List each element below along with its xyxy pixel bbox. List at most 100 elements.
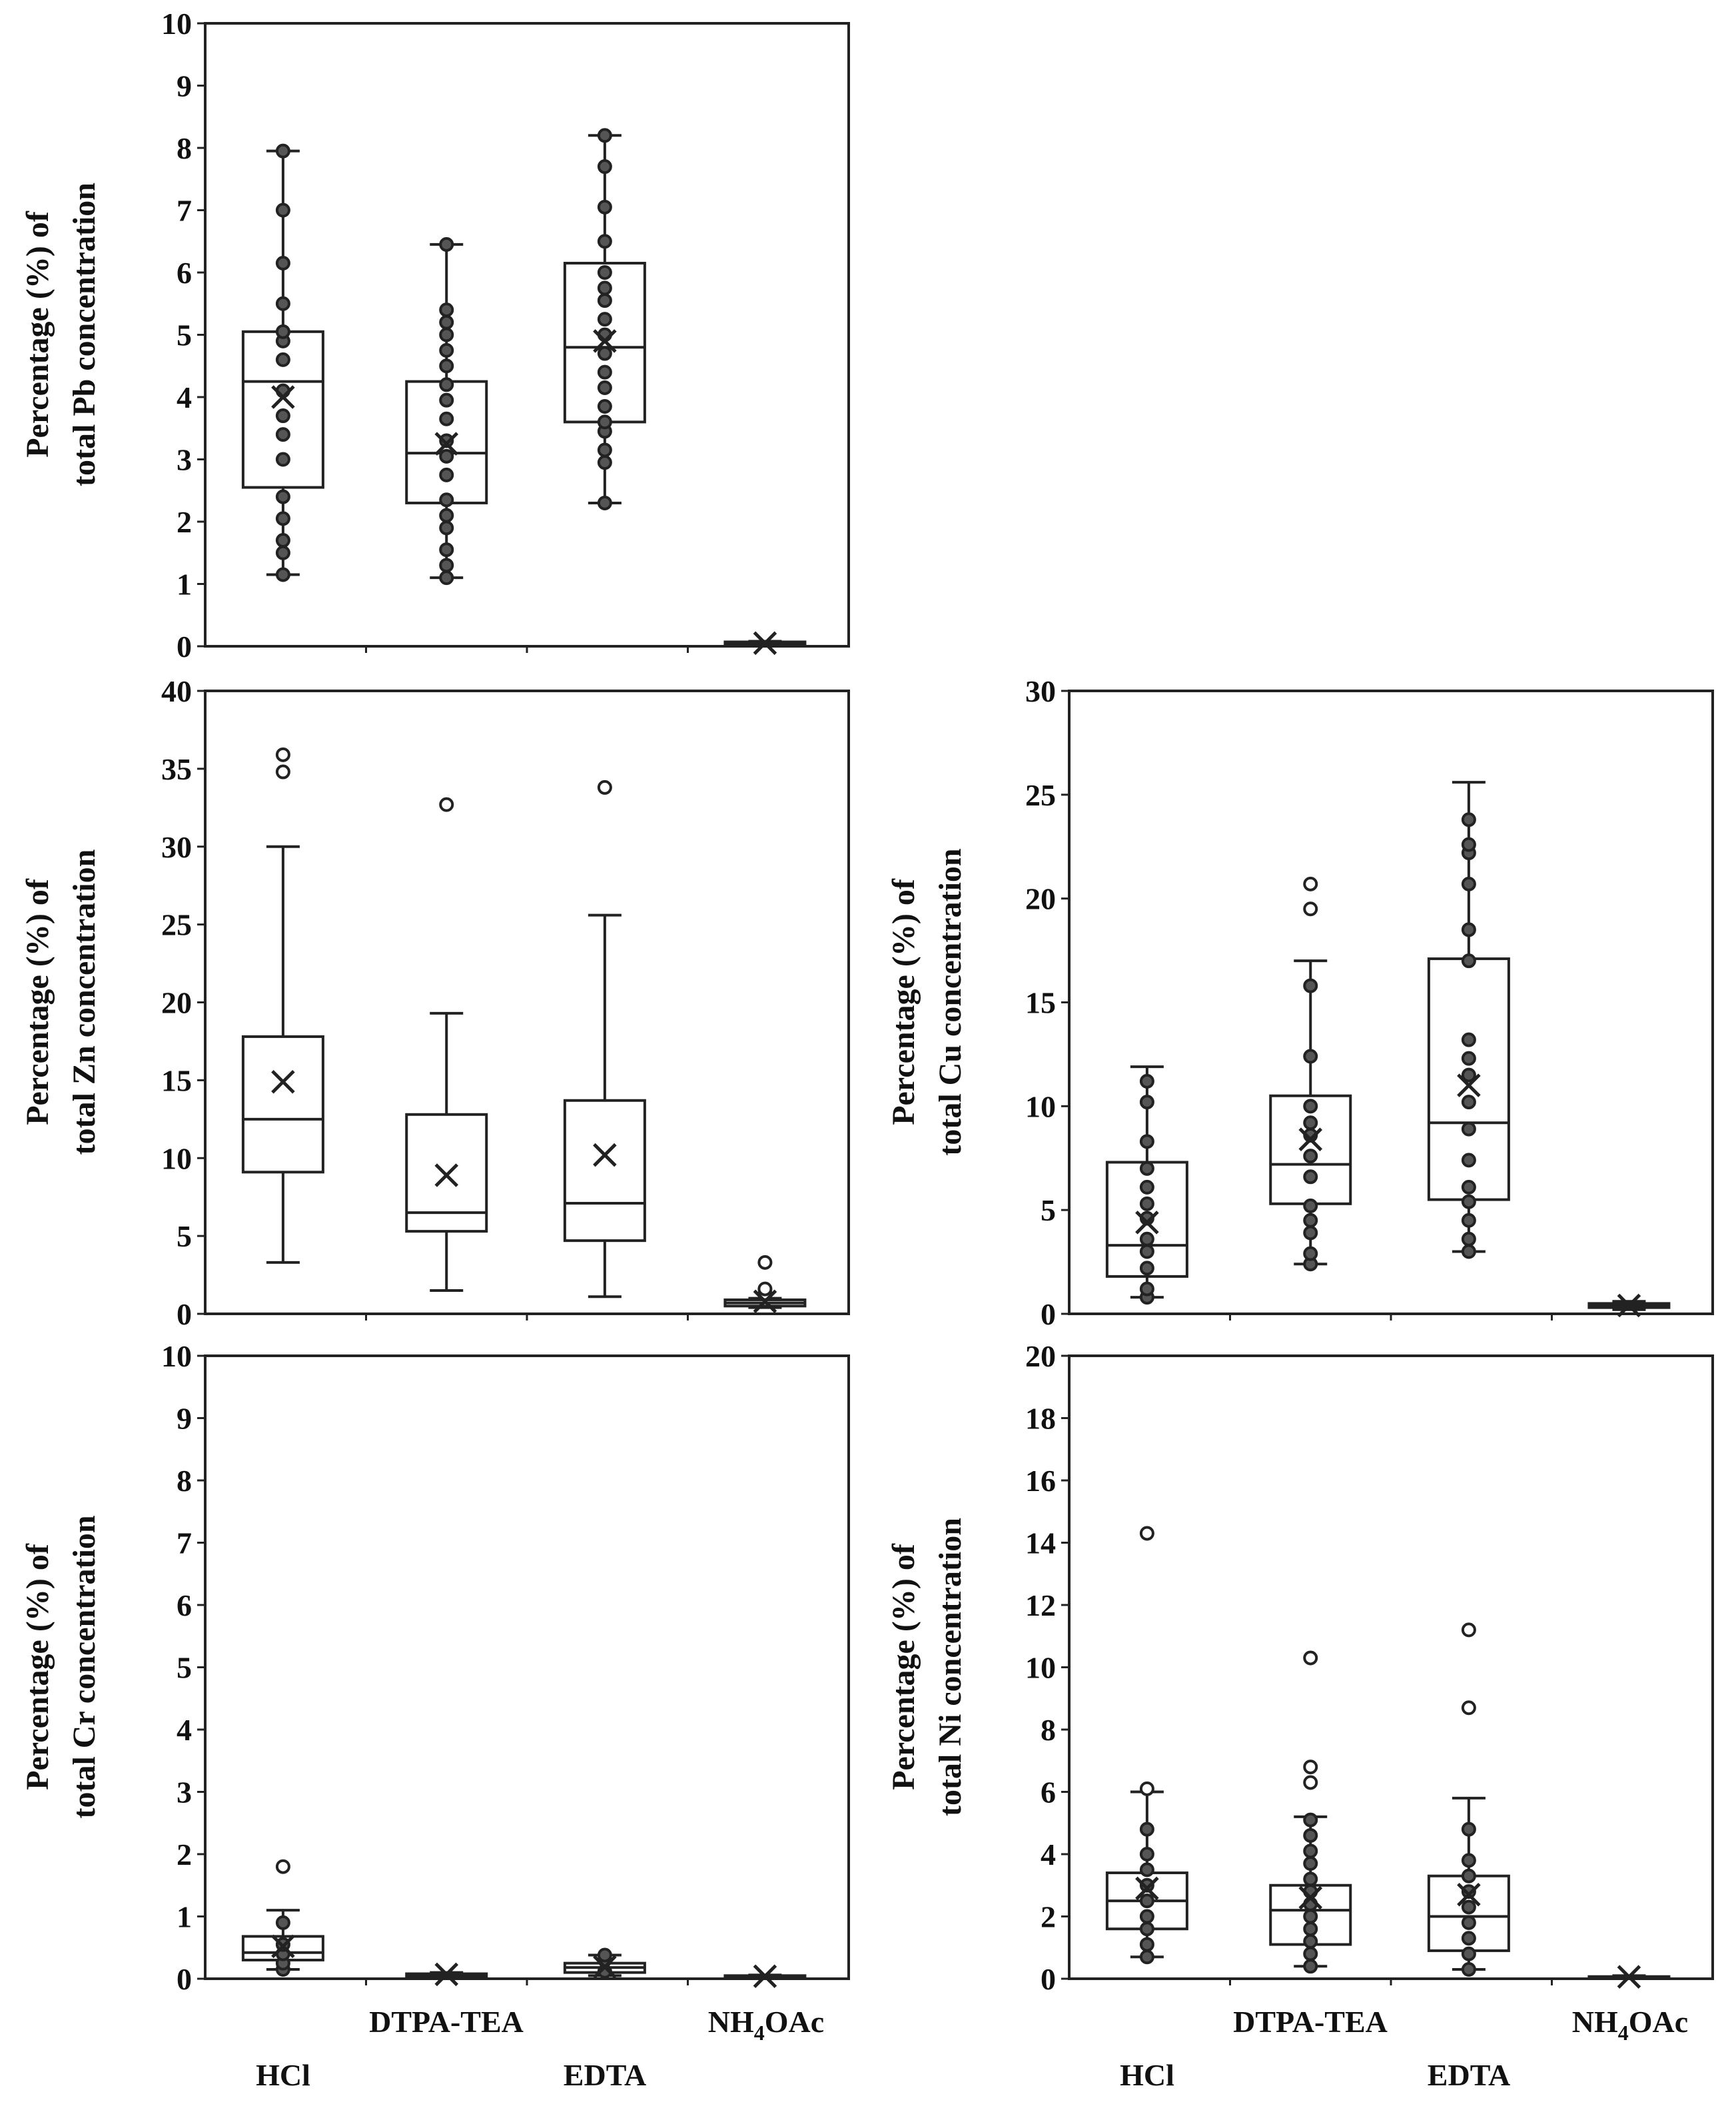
data-point (597, 199, 612, 215)
data-point (1139, 1095, 1154, 1110)
data-point (439, 433, 454, 448)
data-point (1139, 1261, 1154, 1276)
data-point (275, 255, 290, 270)
y-tick-label: 14 (1025, 1526, 1056, 1560)
data-point (1303, 1149, 1318, 1164)
mean-marker (1135, 1876, 1159, 1901)
data-point (1461, 1899, 1476, 1915)
data-point (1303, 1099, 1318, 1114)
y-tick-label: 2 (177, 505, 192, 539)
data-point (439, 327, 454, 342)
y-tick-label: 10 (1025, 1089, 1056, 1123)
box-hcl (1105, 1065, 1188, 1305)
data-point (1139, 1134, 1154, 1149)
mean-marker (271, 385, 295, 409)
y-tick-label: 25 (161, 908, 192, 942)
nh4-subscript: 4 (1618, 2021, 1629, 2045)
data-point (439, 358, 454, 374)
y-tick-label: 20 (161, 986, 192, 1020)
data-point (597, 280, 612, 296)
data-point (1461, 837, 1476, 852)
data-point (1303, 1959, 1318, 1974)
category-label-edta-right: EDTA (1428, 2058, 1510, 2092)
mean-marker (271, 1934, 295, 1959)
y-tick-label: 9 (177, 1402, 192, 1436)
plot-frame-ni (1068, 1354, 1714, 1980)
y-tick-label: 6 (1041, 1776, 1056, 1810)
box-hcl (241, 747, 324, 1264)
category-label-dtpa-right: DTPA-TEA (1233, 2005, 1388, 2039)
mean-marker (434, 432, 459, 456)
data-point (1303, 1049, 1318, 1064)
data-point (275, 533, 290, 548)
data-point (439, 492, 454, 508)
plot-frame-pb (204, 22, 850, 648)
data-point (1139, 1231, 1154, 1247)
nh4-main: NH (1572, 2005, 1618, 2039)
data-point (439, 411, 454, 426)
outlier-point (757, 1281, 773, 1297)
data-point (275, 203, 290, 218)
mean-marker (434, 1163, 459, 1187)
outlier-point (1303, 1650, 1318, 1666)
y-tick-label: 16 (1025, 1464, 1056, 1498)
y-tick-label: 2 (1041, 1900, 1056, 1934)
y-tick-label: 5 (177, 1219, 192, 1253)
data-point (1461, 953, 1476, 969)
panel-cr: 0 1 2 3 4 5 6 7 8 9 10 (161, 1339, 850, 1996)
data-point (439, 377, 454, 392)
data-point (439, 520, 454, 536)
data-point (275, 489, 290, 504)
data-point (597, 442, 612, 458)
data-point (597, 399, 612, 414)
ylabel-ni-line1: Percentage (%) of (886, 1543, 921, 1790)
y-tick-label: 40 (161, 674, 192, 708)
data-point (1303, 1828, 1318, 1843)
y-tick-label: 0 (1041, 1962, 1056, 1996)
data-point (1139, 1281, 1154, 1297)
data-point (1461, 1931, 1476, 1946)
box-edta (1427, 1622, 1510, 1977)
mean-marker (434, 1962, 459, 1987)
data-point (1139, 1196, 1154, 1211)
category-label-edta-left: EDTA (564, 2058, 646, 2092)
data-point (1139, 1822, 1154, 1837)
data-point (1303, 1946, 1318, 1961)
data-point (1461, 1961, 1476, 1977)
category-label-dtpa-left: DTPA-TEA (369, 2005, 524, 2039)
data-point (1461, 922, 1476, 937)
mean-marker (1135, 1211, 1159, 1235)
y-tick-label: 5 (177, 318, 192, 352)
data-point (275, 452, 290, 467)
y-tick-label: 0 (177, 1962, 192, 1996)
panel-cu: 0 5 10 15 20 25 30 (1025, 674, 1714, 1331)
data-point (1461, 1822, 1476, 1837)
ylabel-cr-line2: total Cr concentration (67, 1515, 102, 1818)
data-point (1303, 1856, 1318, 1871)
box-edta (563, 1947, 646, 1979)
outlier-point (1303, 901, 1318, 917)
ylabel-zn-line2: total Zn concentration (67, 849, 102, 1155)
data-point (1303, 1871, 1318, 1887)
ylabel-cr-line1: Percentage (%) of (20, 1543, 55, 1790)
mean-marker (753, 1964, 777, 1989)
data-point (1303, 1246, 1318, 1261)
outlier-point (757, 1255, 773, 1270)
panel-zn: 0 5 10 15 20 25 30 35 40 (161, 674, 850, 1331)
y-tick-label: 15 (161, 1063, 192, 1097)
data-point (597, 455, 612, 470)
data-point (275, 567, 290, 582)
data-point (1461, 1231, 1476, 1247)
data-point (275, 143, 290, 159)
data-point (1461, 1067, 1476, 1083)
data-point (1303, 1225, 1318, 1241)
ylabel-zn-line1: Percentage (%) of (20, 878, 55, 1125)
data-point (1139, 1937, 1154, 1952)
ylabel-cu-line1: Percentage (%) of (886, 878, 921, 1125)
y-tick-label: 3 (177, 443, 192, 477)
outlier-point (1139, 1781, 1154, 1796)
data-point (1303, 1812, 1318, 1828)
mean-marker (1457, 1073, 1481, 1097)
data-point (1461, 1194, 1476, 1209)
